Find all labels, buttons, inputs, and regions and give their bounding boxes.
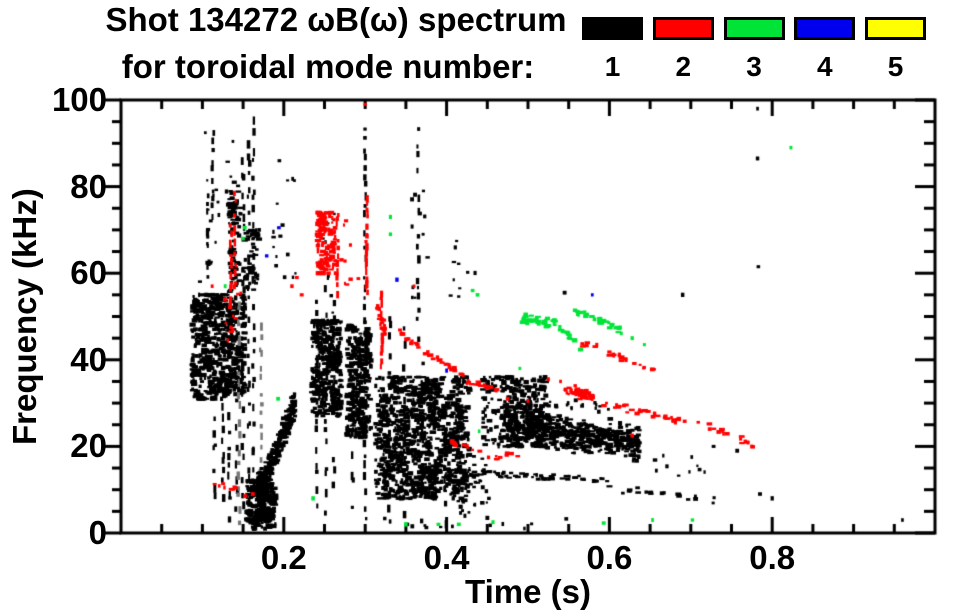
legend-swatch-mode-4 xyxy=(794,17,856,40)
y-tick-label-20: 20 xyxy=(70,427,107,465)
x-tick-label-0.6: 0.6 xyxy=(586,539,633,576)
x-axis-label: Time (s) xyxy=(465,573,591,610)
x-tick-label-0.8: 0.8 xyxy=(749,539,796,576)
legend-swatch-mode-1 xyxy=(582,17,643,40)
x-tick-label-0.2: 0.2 xyxy=(260,539,307,576)
y-tick-label-40: 40 xyxy=(70,340,107,378)
y-tick-label-0: 0 xyxy=(88,514,107,551)
legend-swatch-mode-5 xyxy=(865,17,926,40)
y-tick-label-60: 60 xyxy=(70,254,107,292)
x-tick-label-0.4: 0.4 xyxy=(423,539,470,576)
figure-title-line1: Shot 134272 ωB(ω) spectrum xyxy=(105,1,567,38)
figure-title-line2: for toroidal mode number: xyxy=(121,48,535,85)
y-axis-label: Frequency (kHz) xyxy=(6,188,43,445)
y-tick-label-80: 80 xyxy=(70,167,107,205)
legend-swatch-mode-2 xyxy=(652,17,714,40)
legend-label-mode-4: 4 xyxy=(816,51,833,82)
legend-label-mode-2: 2 xyxy=(675,51,692,82)
y-tick-label-100: 100 xyxy=(51,81,107,118)
legend-swatch-mode-3 xyxy=(723,17,785,40)
legend-label-mode-5: 5 xyxy=(887,51,904,82)
legend-label-mode-1: 1 xyxy=(604,51,621,82)
legend-label-mode-3: 3 xyxy=(746,51,762,82)
